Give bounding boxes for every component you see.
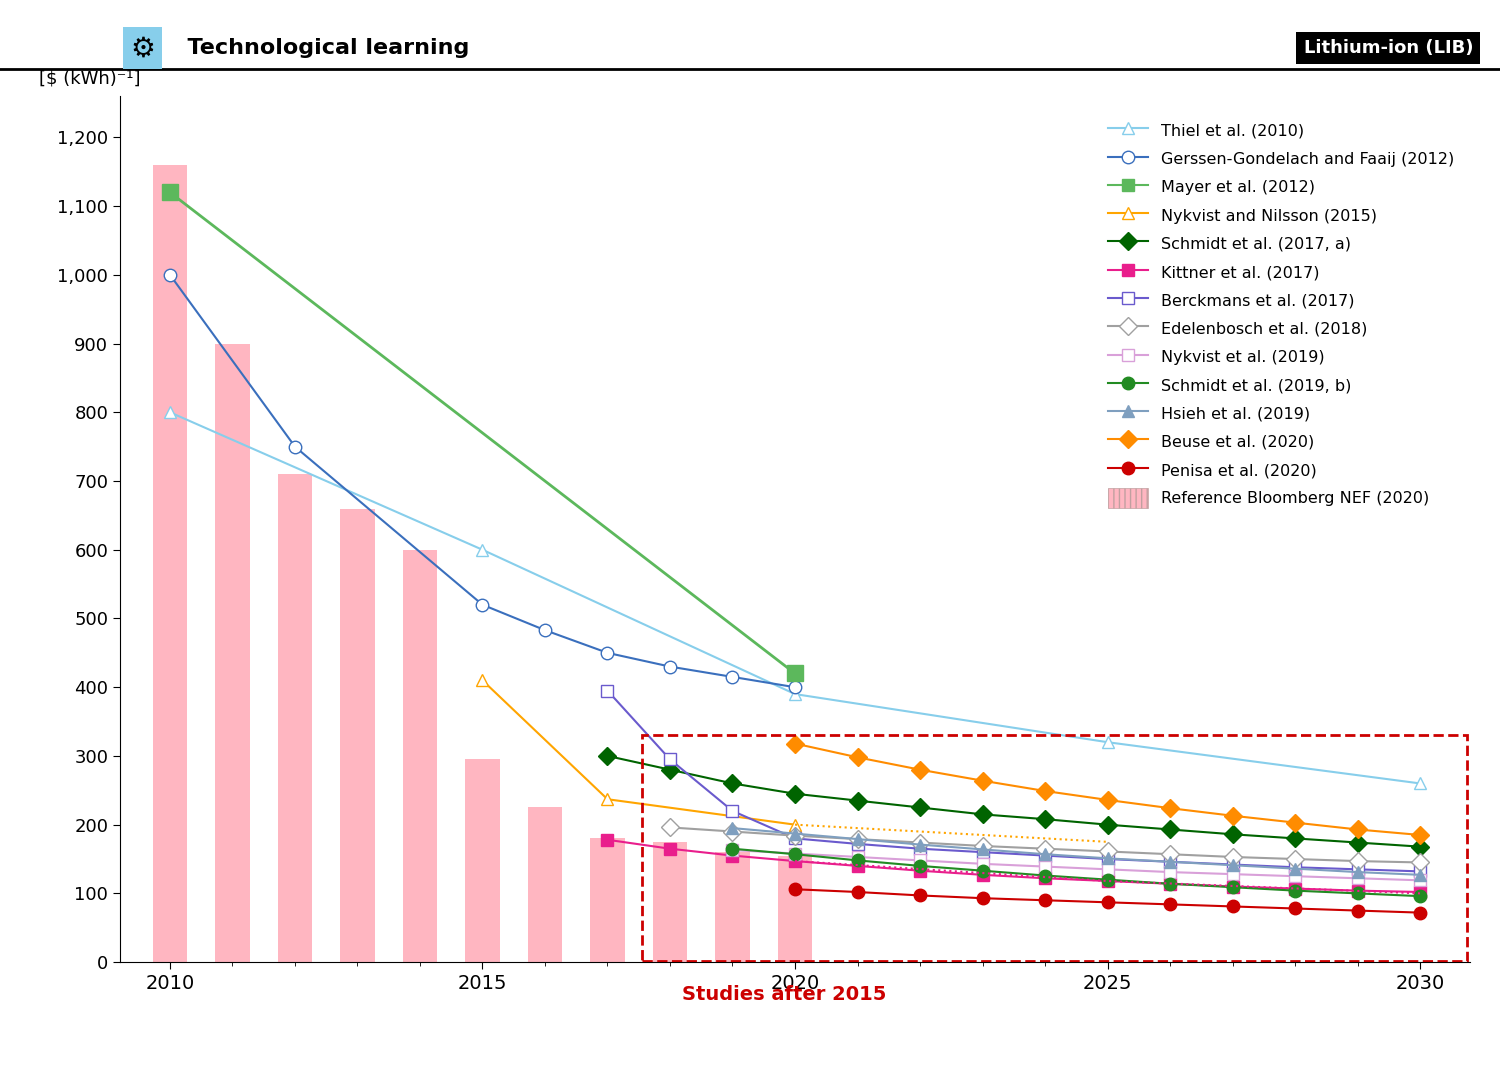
Bar: [465, 759, 500, 962]
Text: ⚙: ⚙: [130, 34, 154, 62]
Bar: [278, 475, 312, 962]
Text: Technological learning: Technological learning: [172, 38, 470, 58]
Bar: [216, 343, 249, 962]
Bar: [778, 855, 812, 962]
Bar: [652, 842, 687, 962]
Bar: [153, 165, 188, 962]
Text: Lithium-ion (LIB): Lithium-ion (LIB): [1304, 40, 1473, 57]
Bar: [404, 549, 436, 962]
Bar: [340, 509, 375, 962]
Bar: [591, 838, 624, 962]
Bar: [716, 852, 750, 962]
Text: Studies after 2015: Studies after 2015: [682, 985, 886, 1004]
Legend: Thiel et al. (2010), Gerssen-Gondelach and Faaij (2012), Mayer et al. (2012), Ny: Thiel et al. (2010), Gerssen-Gondelach a…: [1100, 113, 1462, 516]
Bar: [528, 807, 562, 962]
Text: [$ (kWh)⁻¹]: [$ (kWh)⁻¹]: [39, 69, 141, 88]
